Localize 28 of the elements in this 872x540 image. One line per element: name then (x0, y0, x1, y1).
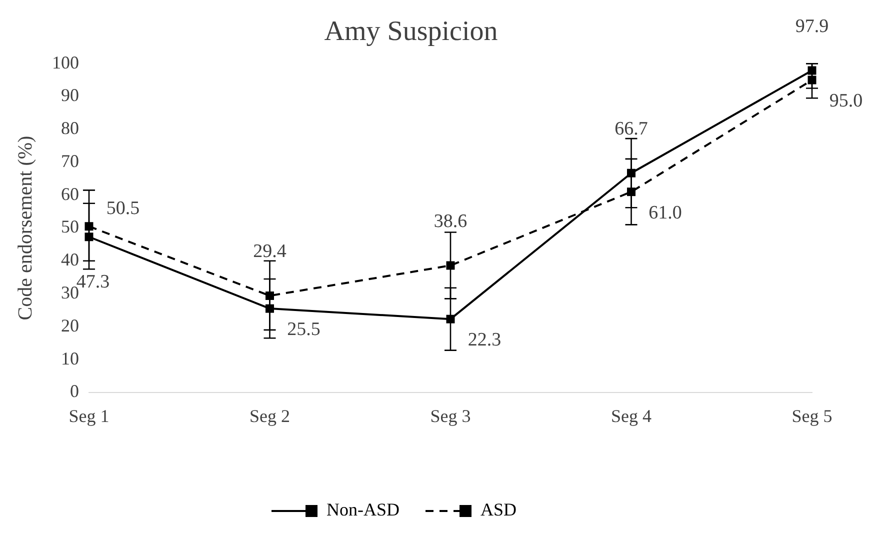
data-label: 66.7 (614, 118, 648, 140)
y-tick-label: 70 (61, 150, 79, 171)
data-label: 61.0 (648, 202, 682, 224)
data-label: 97.9 (795, 16, 829, 37)
data-label: 22.3 (468, 330, 502, 351)
y-tick-label: 10 (61, 348, 79, 368)
x-tick-label: Seg 1 (68, 406, 110, 426)
y-tick-label: 20 (61, 315, 79, 336)
legend-label: ASD (480, 500, 517, 520)
y-axis-title: Code endorsement (%) (14, 136, 36, 320)
y-tick-label: 40 (61, 250, 79, 270)
data-label: 95.0 (829, 90, 863, 112)
y-tick-label: 100 (52, 52, 79, 72)
y-tick-label: 50 (61, 216, 79, 237)
x-tick-label: Seg 4 (611, 406, 652, 426)
y-tick-label: 0 (70, 381, 79, 402)
data-label: 38.6 (434, 210, 468, 232)
legend-label: Non-ASD (326, 500, 400, 520)
chart-title: Amy Suspicion (324, 16, 498, 48)
x-tick-label: Seg 2 (250, 406, 290, 426)
x-tick-label: Seg 3 (430, 406, 471, 426)
y-tick-label: 90 (61, 85, 79, 106)
y-tick-label: 60 (61, 184, 79, 204)
y-tick-label: 80 (61, 118, 79, 138)
data-label: 50.5 (106, 198, 140, 219)
data-label: 25.5 (287, 319, 320, 340)
data-label: 29.4 (253, 241, 287, 262)
x-tick-label: Seg 5 (792, 406, 832, 426)
